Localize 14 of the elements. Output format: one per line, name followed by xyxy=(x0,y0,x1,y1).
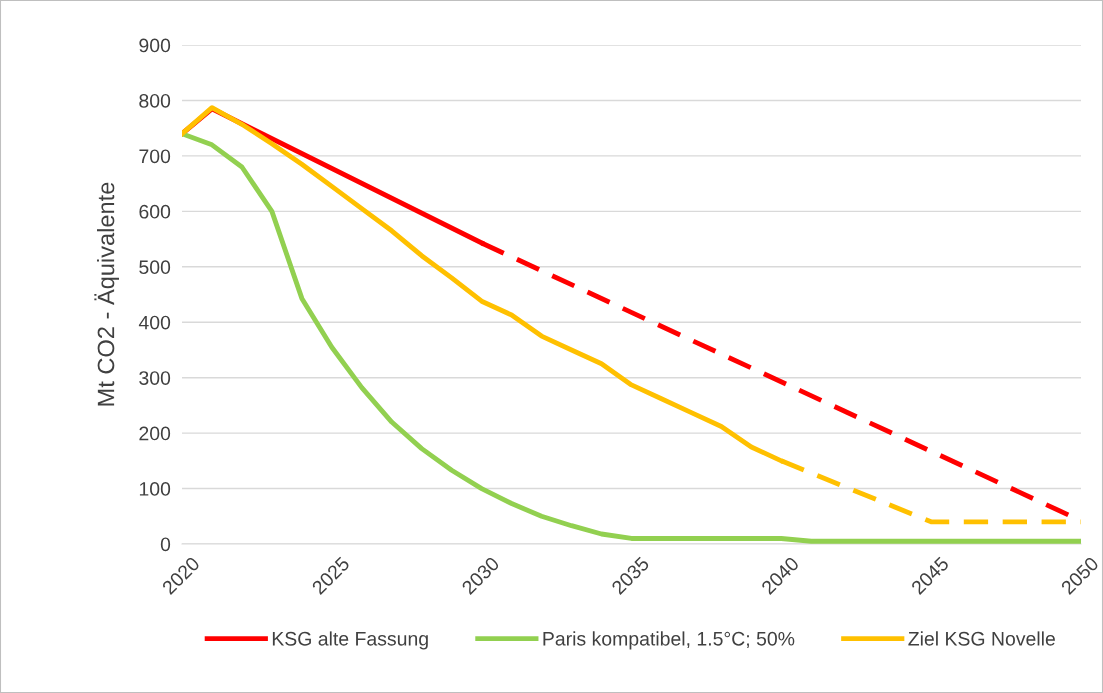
legend-label: Paris kompatibel, 1.5°C; 50% xyxy=(543,631,795,650)
y-tick-label: 700 xyxy=(139,149,171,164)
y-tick-label: 300 xyxy=(139,371,171,385)
y-tick-label: 0 xyxy=(160,537,171,552)
y-tick-label: 600 xyxy=(139,204,171,219)
y-tick-label: 100 xyxy=(139,482,171,496)
y-tick-label: 800 xyxy=(139,93,171,108)
y-axis-title: Mt CO2 - Äquivalente xyxy=(94,182,119,406)
legend-label: KSG alte Fassung xyxy=(272,631,428,650)
y-tick-label: 200 xyxy=(139,426,171,441)
y-tick-label: 500 xyxy=(139,260,171,275)
legend-label: Ziel KSG Novelle xyxy=(908,631,1055,646)
y-tick-label: 900 xyxy=(139,38,171,53)
y-tick-label: 400 xyxy=(138,315,171,330)
